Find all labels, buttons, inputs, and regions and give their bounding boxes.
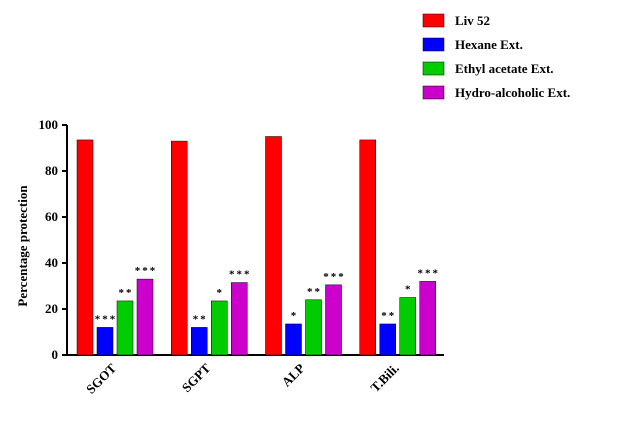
legend-swatch [422, 61, 445, 76]
y-tick-label: 0 [52, 347, 59, 362]
significance-label: *** [95, 313, 118, 325]
y-tick-label: 80 [45, 163, 58, 178]
y-tick-label: 20 [45, 301, 58, 316]
y-axis-title: Percentage protection [15, 185, 30, 307]
bar [359, 139, 376, 356]
bar [116, 300, 134, 356]
significance-label: * [217, 287, 225, 299]
bar [399, 297, 416, 356]
legend-swatch [422, 37, 445, 52]
significance-label: ** [381, 310, 396, 322]
bar [325, 284, 342, 356]
significance-label: * [405, 284, 413, 296]
x-category-label: ALP [279, 360, 308, 389]
bars [76, 136, 436, 356]
bar [379, 323, 396, 356]
bar [231, 282, 248, 356]
bar [211, 300, 228, 356]
x-category-label: SGPT [179, 360, 214, 395]
x-category-label: T.Bili. [367, 361, 401, 395]
legend-swatch [422, 13, 445, 28]
significance-label: ** [119, 287, 134, 299]
y-tick-label: 100 [39, 117, 59, 132]
legend-label: Hexane Ext. [455, 37, 523, 52]
bar [191, 327, 208, 356]
y-tick-label: 40 [45, 255, 58, 270]
x-category-label: SGOT [83, 360, 119, 396]
bar [305, 299, 322, 356]
significance-label: ** [193, 313, 208, 325]
x-axis: SGOT SGPT ALP T.Bili. [67, 354, 444, 397]
bar [265, 136, 282, 356]
significance-label: *** [323, 271, 346, 283]
bar [419, 281, 436, 356]
significance-label: *** [418, 267, 441, 279]
significance-label: *** [229, 269, 252, 281]
significance-label: ** [307, 286, 322, 298]
bar [76, 139, 94, 356]
y-axis: 0 20 40 60 80 100 [39, 117, 68, 362]
bar [136, 278, 154, 356]
bar [171, 140, 188, 356]
significance-label: * [291, 310, 299, 322]
bar [285, 323, 302, 356]
legend-label: Liv 52 [455, 13, 490, 28]
y-tick-label: 60 [45, 209, 58, 224]
significance-label: *** [135, 265, 158, 277]
legend: Liv 52 Hexane Ext. Ethyl acetate Ext. Hydro… [422, 13, 570, 100]
significance-labels: ************************** [95, 265, 441, 325]
bar [96, 327, 114, 356]
legend-label: Hydro-alcoholic Ext. [455, 85, 570, 100]
legend-label: Ethyl acetate Ext. [455, 61, 554, 76]
legend-swatch [422, 85, 445, 100]
